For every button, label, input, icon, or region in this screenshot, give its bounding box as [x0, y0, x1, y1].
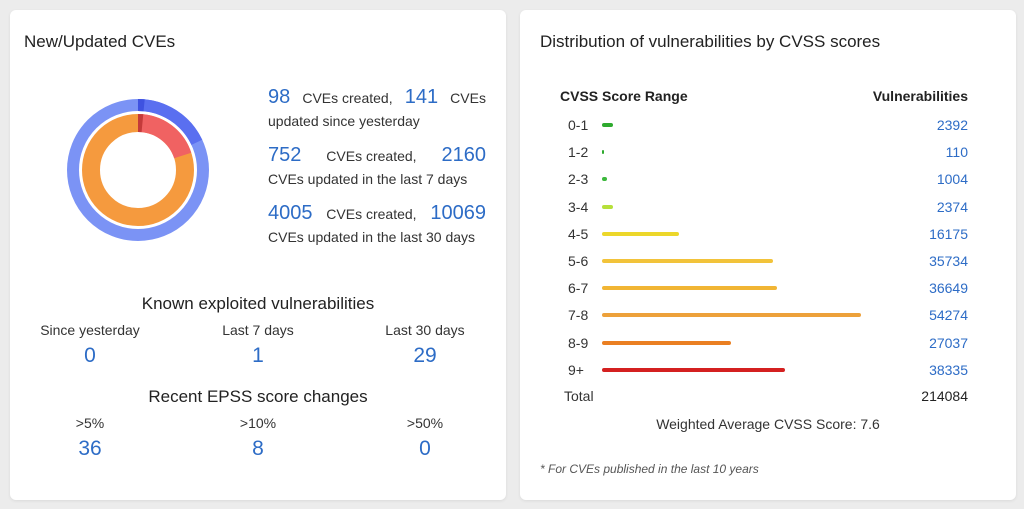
kev-value[interactable]: 29 — [413, 344, 437, 367]
cvss-range-label: 4-5 — [568, 225, 589, 242]
cvss-range-label: 0-1 — [568, 117, 589, 133]
cvss-bar — [602, 286, 777, 291]
stat-last-7-days: 752 CVEs created, 2160 CVEs updated in t… — [268, 144, 486, 187]
updated-label: CVEs — [450, 90, 486, 106]
inner-ring — [82, 114, 194, 226]
cvss-bar — [602, 231, 680, 236]
cvss-bar — [602, 259, 773, 263]
epss-label: >10% — [239, 415, 277, 431]
cve-donut-chart — [67, 99, 209, 241]
cvss-row: 9+ 38335 — [520, 360, 1016, 380]
cvss-count-link[interactable]: 35734 — [929, 253, 968, 269]
updated-count[interactable]: 2160 — [441, 144, 486, 166]
cvss-row: 7-8 54274 — [520, 305, 1016, 325]
epss-over-5: >5% 36 — [10, 415, 170, 461]
stat-caption: updated since yesterday — [268, 113, 420, 129]
cvss-bar — [602, 204, 614, 209]
cvss-row: 6-7 36649 — [520, 278, 1016, 298]
cvss-count-link[interactable]: 27037 — [929, 334, 968, 351]
kev-label: Last 7 days — [222, 322, 294, 338]
kev-value[interactable]: 1 — [252, 344, 264, 367]
cvss-count-link[interactable]: 36649 — [929, 280, 968, 297]
epss-label: >5% — [75, 415, 105, 431]
cvss-bar — [602, 340, 732, 345]
cvss-count-link[interactable]: 2374 — [936, 198, 968, 215]
epss-title: Recent EPSS score changes — [148, 387, 368, 406]
cvss-count-link[interactable]: 1004 — [936, 171, 968, 188]
new-updated-cves-card: New/Updated CVEs 98 CVEs created, 141 CV… — [10, 10, 506, 500]
updated-count[interactable]: 10069 — [430, 202, 486, 224]
kev-last-7-days: Last 7 days 1 — [178, 322, 338, 368]
card-title: New/Updated CVEs — [24, 32, 176, 51]
created-segment[interactable] — [137, 99, 203, 146]
cvss-row: 4-5 16175 — [520, 224, 1016, 244]
kev-value[interactable]: 0 — [84, 344, 96, 367]
cvss-row: 2-3 1004 — [520, 169, 1016, 189]
stat-since-yesterday: 98 CVEs created, 141 CVEs updated since … — [268, 86, 486, 129]
created-count[interactable]: 752 — [268, 144, 302, 166]
created-count[interactable]: 4005 — [268, 202, 313, 224]
cvss-row: 8-9 27037 — [520, 333, 1016, 353]
outer-ring — [67, 99, 209, 241]
cvss-row: 1-2 110 — [520, 142, 1016, 162]
epss-value[interactable]: 36 — [78, 437, 102, 460]
cvss-row: 0-1 2392 — [520, 115, 1016, 135]
kev-label: Last 30 days — [385, 322, 465, 338]
cvss-bar — [602, 123, 614, 127]
updated-count[interactable]: 141 — [404, 86, 439, 108]
total-label: Total — [564, 388, 594, 404]
stat-last-30-days: 4005 CVEs created, 10069 CVEs updated in… — [268, 202, 486, 245]
cvss-count-link[interactable]: 16175 — [929, 225, 968, 242]
cvss-row: 3-4 2374 — [520, 197, 1016, 217]
epss-value[interactable]: 0 — [419, 437, 431, 460]
column-header-range: CVSS Score Range — [560, 88, 688, 104]
created-label: CVEs created, — [326, 148, 417, 164]
kev-label: Since yesterday — [40, 322, 140, 338]
kev-last-30-days: Last 30 days 29 — [345, 322, 505, 368]
cvss-count-link[interactable]: 110 — [945, 144, 968, 161]
cvss-range-label: 7-8 — [568, 307, 589, 324]
footnote: * For CVEs published in the last 10 year… — [540, 462, 759, 476]
cvss-count-link[interactable]: 54274 — [929, 307, 968, 324]
cvss-range-label: 5-6 — [568, 253, 589, 269]
stat-caption: CVEs updated in the last 7 days — [268, 171, 468, 187]
cvss-range-label: 8-9 — [568, 334, 589, 351]
stat-caption: CVEs updated in the last 30 days — [268, 229, 476, 245]
kev-title: Known exploited vulnerabilities — [141, 294, 375, 313]
weighted-average: Weighted Average CVSS Score: 7.6 — [656, 416, 880, 432]
created-label: CVEs created, — [326, 206, 417, 222]
cvss-range-label: 2-3 — [568, 171, 589, 188]
cvss-bar — [602, 150, 604, 155]
column-header-vulnerabilities: Vulnerabilities — [872, 88, 968, 104]
epss-over-50: >50% 0 — [345, 415, 505, 461]
cvss-row: 5-6 35734 — [520, 251, 1016, 271]
created-segment[interactable] — [137, 114, 192, 159]
cvss-range-label: 1-2 — [568, 144, 589, 161]
cvss-bar — [602, 313, 861, 318]
epss-value[interactable]: 8 — [252, 437, 264, 460]
cvss-count-link[interactable]: 2392 — [936, 117, 968, 133]
epss-label: >50% — [406, 415, 444, 431]
epss-over-10: >10% 8 — [178, 415, 338, 461]
kev-since-yesterday: Since yesterday 0 — [10, 322, 170, 368]
cvss-distribution-card: Distribution of vulnerabilities by CVSS … — [520, 10, 1016, 500]
cvss-count-link[interactable]: 38335 — [929, 361, 968, 378]
total-value: 214084 — [921, 388, 968, 404]
created-label: CVEs created, — [302, 90, 393, 106]
cvss-range-label: 9+ — [568, 361, 584, 378]
card-title: Distribution of vulnerabilities by CVSS … — [540, 32, 881, 51]
cvss-range-label: 6-7 — [568, 280, 589, 297]
cvss-range-label: 3-4 — [568, 198, 589, 215]
cvss-bar — [602, 367, 785, 372]
created-count[interactable]: 98 — [268, 86, 291, 108]
cvss-bar — [602, 177, 607, 182]
